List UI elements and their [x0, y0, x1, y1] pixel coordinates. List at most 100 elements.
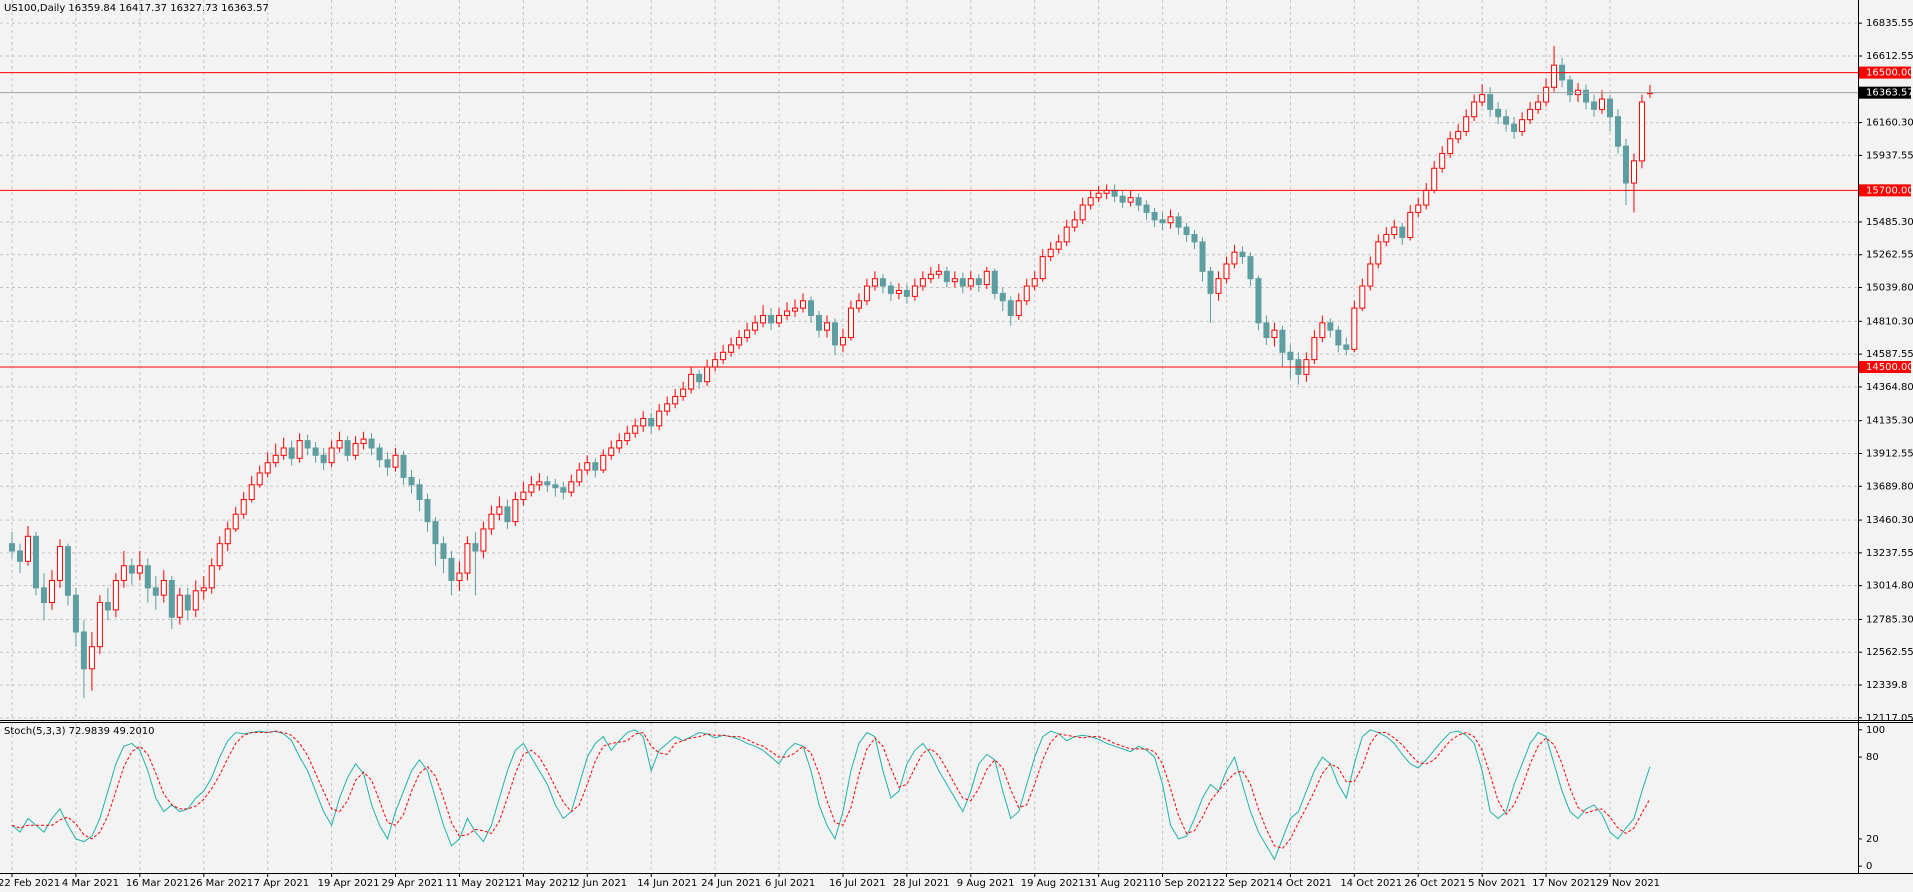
- candle-body: [1263, 322, 1270, 339]
- candle-body: [752, 322, 759, 331]
- candle-body: [1247, 256, 1254, 280]
- candle-body: [1511, 123, 1518, 132]
- candle-body: [1423, 189, 1430, 206]
- candle-body: [384, 459, 391, 468]
- candle-body: [1151, 211, 1158, 221]
- x-tick-label: 22 Sep 2021: [1212, 878, 1275, 889]
- y-tick-label: 14364.80: [1866, 382, 1913, 393]
- candle-body: [1535, 101, 1542, 110]
- candle-body: [1159, 219, 1166, 224]
- candle-body: [792, 307, 799, 312]
- candle-body: [1447, 138, 1454, 155]
- x-tick-label: 2 Jun 2021: [573, 878, 627, 889]
- candle-body: [560, 487, 567, 493]
- candle-body: [847, 307, 854, 339]
- x-tick-label: 14 Jun 2021: [637, 878, 697, 889]
- x-tick-label: 24 Jun 2021: [701, 878, 761, 889]
- x-tick-label: 4 Oct 2021: [1276, 878, 1331, 889]
- y-tick-label: 12785.30: [1866, 614, 1913, 625]
- y-tick-label: 13460.30: [1866, 515, 1913, 526]
- candle-body: [592, 462, 599, 471]
- candle-body: [1255, 278, 1262, 324]
- x-tick-label: 19 Aug 2021: [1021, 878, 1085, 889]
- candle-body: [432, 521, 439, 545]
- level-tag: [1859, 66, 1911, 79]
- candle-body: [576, 469, 583, 483]
- candle-body: [1047, 248, 1054, 258]
- y-tick-label: 12562.55: [1866, 647, 1913, 658]
- x-tick-label: 31 Aug 2021: [1085, 878, 1149, 889]
- candle-body: [48, 579, 55, 604]
- candle-body: [304, 440, 311, 449]
- candle-body: [400, 454, 407, 478]
- candle-body: [1063, 226, 1070, 243]
- candle-body: [1591, 101, 1598, 110]
- candle-body: [1599, 98, 1606, 110]
- candle-body: [1487, 94, 1494, 110]
- candle-body: [855, 300, 862, 309]
- candle-body: [1335, 329, 1342, 346]
- candle-body: [776, 314, 783, 324]
- candle-body: [9, 543, 15, 552]
- candle-body: [1183, 226, 1190, 236]
- y-tick-label: 0: [1866, 861, 1872, 872]
- candle-body: [1095, 192, 1102, 199]
- candle-body: [1071, 219, 1078, 228]
- candle-body: [152, 587, 159, 596]
- candle-body: [1359, 285, 1366, 309]
- candle-body: [376, 447, 383, 461]
- candle-body: [344, 440, 351, 456]
- candle-body: [464, 543, 471, 574]
- x-tick-label: 9 Aug 2021: [957, 878, 1015, 889]
- price-tag: [1859, 86, 1911, 99]
- candle-body: [648, 418, 655, 427]
- candle-body: [895, 289, 902, 294]
- candle-body: [991, 270, 998, 294]
- candle-body: [208, 565, 215, 589]
- candle-body: [224, 528, 231, 545]
- candle-body: [1367, 263, 1374, 287]
- y-tick-label: 14810.30: [1866, 316, 1913, 327]
- candle-body: [1023, 285, 1030, 302]
- candle-body: [144, 565, 151, 589]
- candle-body: [32, 535, 39, 589]
- x-tick-label: 22 Feb 2021: [0, 878, 60, 889]
- x-tick-label: 11 May 2021: [445, 878, 510, 889]
- candle-body: [1343, 344, 1350, 350]
- candle-body: [1415, 204, 1422, 213]
- x-tick-label: 26 Oct 2021: [1404, 878, 1466, 889]
- candle-body: [176, 594, 183, 618]
- candle-body: [1503, 116, 1510, 125]
- candle-body: [1399, 226, 1406, 238]
- candle-body: [1127, 197, 1134, 203]
- candle-body: [312, 447, 319, 456]
- candle-body: [288, 447, 295, 459]
- candle-body: [823, 322, 830, 331]
- candle-body: [1031, 278, 1038, 287]
- candle-body: [72, 594, 79, 633]
- candle-body: [800, 300, 807, 309]
- candle-body: [424, 499, 431, 523]
- candle-body: [80, 631, 87, 670]
- candle-body: [1622, 145, 1629, 184]
- candle-body: [608, 447, 615, 456]
- grid-layer: [0, 0, 1858, 873]
- candle-body: [56, 546, 63, 581]
- level-tag: [1859, 361, 1911, 374]
- candle-body: [296, 440, 303, 459]
- candle-body: [1191, 234, 1198, 243]
- candle-body: [760, 314, 767, 324]
- y-tick-label: 15937.55: [1866, 150, 1913, 161]
- candle-body: [1199, 241, 1206, 272]
- candle-body: [440, 543, 447, 559]
- candle-body: [784, 310, 791, 316]
- candle-body: [496, 506, 503, 515]
- y-tick-label: 16160.30: [1866, 118, 1913, 129]
- candle-body: [1207, 270, 1214, 294]
- candle-body: [120, 565, 127, 581]
- candle-body: [616, 440, 623, 449]
- candle-body: [1055, 241, 1062, 250]
- candle-body: [863, 285, 870, 302]
- candle-body: [1638, 101, 1645, 162]
- candle-body: [472, 543, 479, 552]
